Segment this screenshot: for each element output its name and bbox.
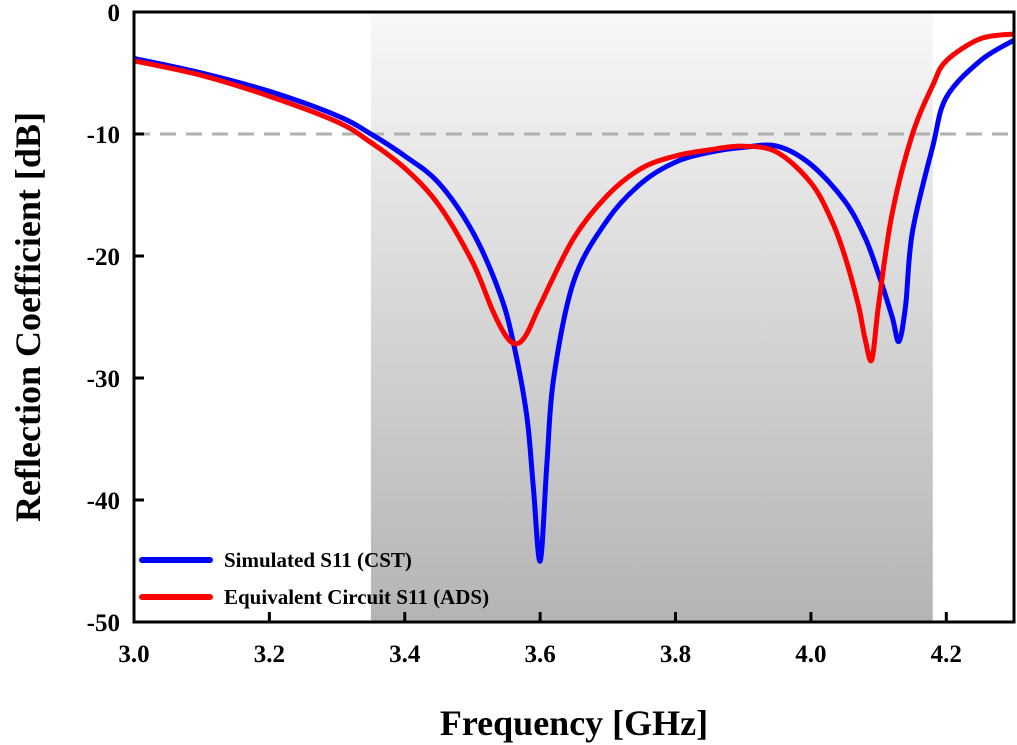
plot-frame bbox=[132, 10, 1016, 624]
series-line-cst bbox=[134, 37, 1014, 564]
x-tick-label: 4.2 bbox=[931, 641, 962, 668]
y-axis-title: Reflection Coefficient [dB] bbox=[8, 112, 48, 522]
x-axis-title: Frequency [GHz] bbox=[440, 703, 708, 743]
x-tick-label: 3.4 bbox=[389, 641, 421, 668]
x-tick-label: 3.8 bbox=[660, 641, 691, 668]
series-line-ads bbox=[134, 31, 1014, 364]
x-tick-label: 3.2 bbox=[254, 641, 285, 668]
y-tick-label: -30 bbox=[87, 366, 120, 393]
y-tick-label: -20 bbox=[87, 244, 120, 271]
legend-label: Equivalent Circuit S11 (ADS) bbox=[224, 585, 489, 609]
legend: Simulated S11 (CST) Equivalent Circuit S1… bbox=[139, 548, 489, 609]
y-tick-label: 0 bbox=[108, 0, 121, 27]
axis-ticks: 3.0 3.2 3.4 3.6 3.8 4.0 4.2 0 -10 -20 -30 -40 -50 bbox=[87, 0, 962, 668]
shaded-bandwidth-region bbox=[370, 12, 933, 622]
y-tick-label: -40 bbox=[87, 488, 120, 515]
x-tick-label: 3.6 bbox=[525, 641, 556, 668]
x-tick-label: 3.0 bbox=[118, 641, 149, 668]
y-tick-label: -10 bbox=[87, 122, 120, 149]
series-group bbox=[134, 31, 1014, 564]
y-tick-label: -50 bbox=[87, 610, 120, 637]
legend-label: Simulated S11 (CST) bbox=[224, 548, 412, 572]
x-tick-label: 4.0 bbox=[795, 641, 826, 668]
